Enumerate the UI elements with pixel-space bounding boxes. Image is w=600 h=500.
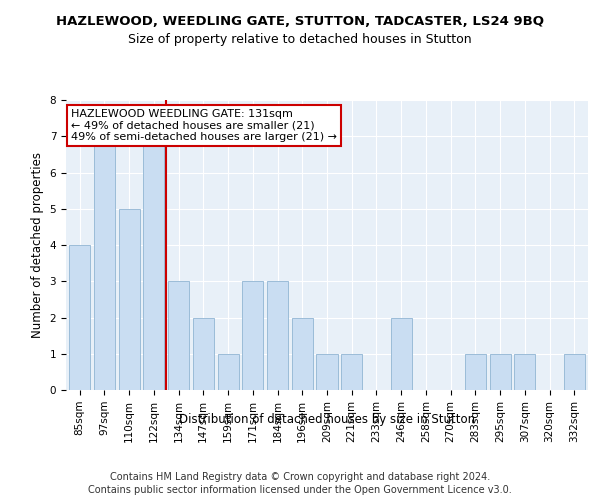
Text: HAZLEWOOD, WEEDLING GATE, STUTTON, TADCASTER, LS24 9BQ: HAZLEWOOD, WEEDLING GATE, STUTTON, TADCA…	[56, 15, 544, 28]
Text: Contains HM Land Registry data © Crown copyright and database right 2024.: Contains HM Land Registry data © Crown c…	[110, 472, 490, 482]
Bar	[490, 354, 511, 390]
Bar	[316, 354, 338, 390]
Bar	[391, 318, 412, 390]
Bar	[94, 136, 115, 390]
Bar	[119, 209, 140, 390]
Bar	[193, 318, 214, 390]
Bar	[143, 136, 164, 390]
Bar	[242, 281, 263, 390]
Bar	[218, 354, 239, 390]
Bar	[465, 354, 486, 390]
Bar	[341, 354, 362, 390]
Text: Size of property relative to detached houses in Stutton: Size of property relative to detached ho…	[128, 32, 472, 46]
Bar	[69, 245, 90, 390]
Y-axis label: Number of detached properties: Number of detached properties	[31, 152, 44, 338]
Bar	[168, 281, 189, 390]
Bar	[564, 354, 585, 390]
Text: Distribution of detached houses by size in Stutton: Distribution of detached houses by size …	[179, 412, 475, 426]
Bar	[514, 354, 535, 390]
Text: Contains public sector information licensed under the Open Government Licence v3: Contains public sector information licen…	[88, 485, 512, 495]
Text: HAZLEWOOD WEEDLING GATE: 131sqm
← 49% of detached houses are smaller (21)
49% of: HAZLEWOOD WEEDLING GATE: 131sqm ← 49% of…	[71, 108, 337, 142]
Bar	[292, 318, 313, 390]
Bar	[267, 281, 288, 390]
